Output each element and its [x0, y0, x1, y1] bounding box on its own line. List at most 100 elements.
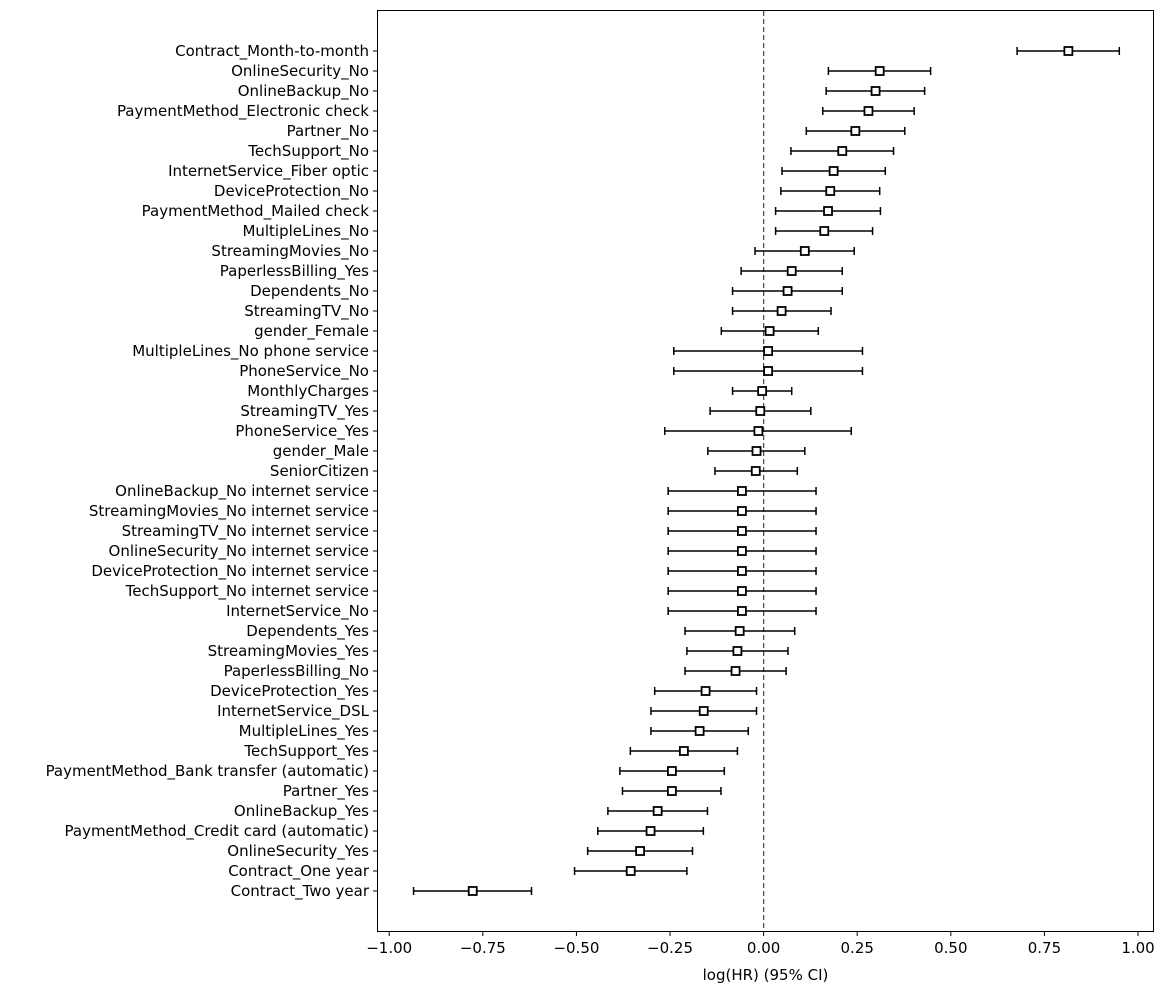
forest-row: Partner_No — [287, 122, 906, 141]
x-axis-label: log(HR) (95% CI) — [703, 966, 829, 984]
point-estimate — [786, 266, 797, 276]
y-tick-label: SeniorCitizen — [270, 462, 369, 480]
forest-row: SeniorCitizen — [270, 462, 799, 480]
y-tick-label: Contract_Two year — [231, 882, 370, 901]
point-estimate — [737, 486, 747, 496]
point-estimate — [874, 66, 885, 76]
y-tick-label: DeviceProtection_No internet service — [91, 562, 369, 581]
y-tick-label: MultipleLines_No — [242, 222, 369, 241]
forest-row: PaymentMethod_Credit card (automatic) — [65, 822, 705, 841]
point-estimate — [732, 646, 743, 656]
x-tick-label: 1.00 — [1121, 939, 1154, 957]
point-estimate — [737, 546, 747, 556]
y-tick-label: OnlineBackup_No internet service — [115, 482, 369, 501]
x-axis: −1.00 −0.75 −0.50 −0.25 0.00 0.25 0.50 0.75 1.00 — [366, 931, 1155, 957]
forest-row: PaymentMethod_Mailed check — [142, 202, 882, 221]
y-tick-label: Dependents_No — [250, 282, 369, 301]
point-estimate — [625, 866, 636, 876]
y-tick-label: StreamingTV_No — [244, 302, 369, 321]
forest-row: StreamingTV_No internet service — [122, 522, 817, 541]
forest-row: OnlineBackup_Yes — [234, 802, 709, 821]
y-tick-label: DeviceProtection_Yes — [210, 682, 369, 701]
point-estimate — [755, 406, 766, 416]
y-tick-label: Contract_One year — [228, 862, 370, 881]
point-estimate — [652, 806, 663, 816]
x-tick-label: −0.75 — [460, 939, 506, 957]
forest-row: PhoneService_No — [239, 362, 864, 381]
y-tick-label: PaymentMethod_Electronic check — [117, 102, 369, 121]
x-tick-label: −0.50 — [553, 939, 599, 957]
forest-row: MultipleLines_No phone service — [132, 342, 864, 361]
point-estimate — [819, 226, 830, 236]
rows-layer: Contract_Month-to-monthOnlineSecurity_No… — [46, 42, 1121, 901]
y-tick-label: DeviceProtection_No — [214, 182, 369, 201]
y-tick-label: PaymentMethod_Mailed check — [142, 202, 370, 221]
point-estimate — [763, 346, 774, 356]
point-estimate — [667, 786, 677, 796]
forest-row: DeviceProtection_No internet service — [91, 562, 817, 581]
point-estimate — [678, 746, 689, 756]
x-tick-label: 0.50 — [934, 939, 967, 957]
point-estimate — [753, 426, 764, 436]
forest-row: StreamingMovies_Yes — [208, 642, 789, 661]
point-estimate — [850, 126, 861, 136]
point-estimate — [757, 386, 768, 396]
y-tick-label: OnlineSecurity_No — [231, 62, 369, 81]
forest-row: MonthlyCharges — [247, 382, 793, 400]
point-estimate — [467, 886, 478, 896]
y-tick-label: OnlineBackup_No — [238, 82, 369, 101]
point-estimate — [828, 166, 839, 176]
point-estimate — [700, 686, 711, 696]
forest-row: PaperlessBilling_No — [224, 662, 787, 681]
x-tick-label: −0.25 — [647, 939, 693, 957]
y-tick-label: PaperlessBilling_Yes — [220, 262, 369, 281]
point-estimate — [698, 706, 709, 716]
y-tick-label: TechSupport_No — [247, 142, 369, 161]
y-tick-label: Contract_Month-to-month — [175, 42, 369, 61]
forest-row: OnlineSecurity_Yes — [227, 842, 694, 861]
x-tick-label: 0.75 — [1028, 939, 1061, 957]
point-estimate — [764, 326, 775, 336]
forest-row: PaymentMethod_Bank transfer (automatic) — [46, 762, 726, 781]
forest-row: Partner_Yes — [283, 782, 722, 801]
forest-row: gender_Male — [273, 442, 806, 461]
y-tick-label: PaymentMethod_Credit card (automatic) — [65, 822, 370, 841]
point-estimate — [1063, 46, 1074, 56]
point-estimate — [737, 606, 747, 616]
y-tick-label: InternetService_No — [226, 602, 369, 621]
y-tick-label: gender_Female — [254, 322, 369, 341]
forest-row: StreamingTV_No — [244, 302, 832, 321]
forest-row: OnlineBackup_No — [238, 82, 926, 101]
forest-row: Dependents_No — [250, 282, 844, 301]
point-estimate — [823, 206, 833, 216]
y-tick-label: StreamingMovies_No — [211, 242, 369, 261]
forest-row: MultipleLines_Yes — [239, 722, 750, 741]
y-tick-label: PaymentMethod_Bank transfer (automatic) — [46, 762, 369, 781]
point-estimate — [751, 446, 762, 456]
forest-row: PhoneService_Yes — [235, 422, 852, 441]
point-estimate — [750, 466, 761, 476]
forest-row: StreamingMovies_No internet service — [89, 502, 817, 521]
point-estimate — [825, 186, 836, 196]
y-tick-label: OnlineSecurity_No internet service — [109, 542, 369, 561]
point-estimate — [635, 846, 645, 856]
y-tick-label: gender_Male — [273, 442, 369, 461]
y-tick-label: Partner_Yes — [283, 782, 369, 801]
y-tick-label: PaperlessBilling_No — [224, 662, 369, 681]
forest-row: InternetService_DSL — [217, 702, 758, 721]
y-tick-label: MultipleLines_Yes — [239, 722, 370, 741]
y-tick-label: StreamingMovies_Yes — [208, 642, 370, 661]
y-tick-label: PhoneService_No — [239, 362, 369, 381]
y-tick-label: Dependents_Yes — [246, 622, 369, 641]
forest-row: PaperlessBilling_Yes — [220, 262, 844, 281]
point-estimate — [776, 306, 787, 316]
point-estimate — [763, 366, 774, 376]
forest-row: DeviceProtection_No — [214, 182, 881, 201]
point-estimate — [870, 86, 881, 96]
forest-row: StreamingMovies_No — [211, 242, 855, 261]
point-estimate — [837, 146, 848, 156]
point-estimate — [863, 106, 874, 116]
point-estimate — [737, 526, 747, 536]
point-estimate — [734, 626, 745, 636]
